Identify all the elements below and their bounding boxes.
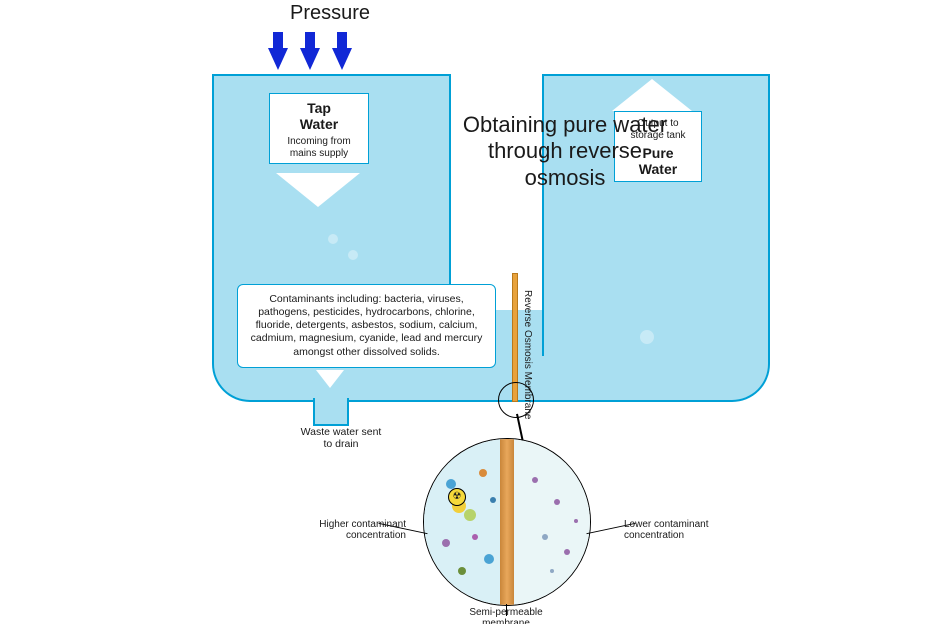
particle-icon (472, 534, 478, 540)
particle-icon (554, 499, 560, 505)
tap-water-arrow: Tap Water Incoming from mains supply (269, 93, 369, 164)
detail-left-label: Higher contaminant concentration (296, 519, 406, 541)
detail-left-region (424, 439, 507, 605)
droplet-icon (328, 234, 338, 244)
particle-icon (458, 567, 466, 575)
particle-icon (532, 477, 538, 483)
detail-right-label: Lower contaminant concentration (624, 519, 734, 541)
focus-ring (498, 382, 534, 418)
drain-label: Waste water sent to drain (296, 426, 386, 450)
drain-stub (313, 398, 349, 426)
tap-sub: Incoming from mains supply (287, 136, 350, 159)
particle-icon (490, 497, 496, 503)
pressure-label: Pressure (290, 2, 370, 25)
particle-icon (542, 534, 548, 540)
contaminants-box: Contaminants including: bacteria, viruse… (237, 284, 496, 368)
particle-icon (442, 539, 450, 547)
diagram-stage: Reverse Osmosis Membrane Pressure Tap Wa… (0, 0, 937, 624)
tap-line1: Tap (307, 100, 331, 116)
pipe-seam (544, 348, 764, 356)
tap-water-arrowhead (276, 173, 360, 207)
detail-membrane (500, 439, 514, 605)
droplet-icon (640, 330, 654, 344)
detail-bottom-label: Semi-permeable membrane (451, 607, 561, 624)
particle-icon (564, 549, 570, 555)
pressure-arrow-icon (300, 48, 320, 70)
pure-water-arrowhead (612, 79, 692, 111)
diagram-title: Obtaining pure water through reverse osm… (455, 112, 675, 191)
particle-icon (464, 509, 476, 521)
particle-icon (574, 519, 578, 523)
pressure-arrow-icon (268, 48, 288, 70)
pressure-arrow-icon (332, 48, 352, 70)
particle-icon (550, 569, 554, 573)
particle-icon (484, 554, 494, 564)
contaminants-arrowhead (316, 370, 344, 388)
particle-icon (479, 469, 487, 477)
detail-circle: ☢ (423, 438, 591, 606)
hazard-icon: ☢ (448, 488, 466, 506)
tap-line2: Water (300, 116, 338, 132)
droplet-icon (348, 250, 358, 260)
